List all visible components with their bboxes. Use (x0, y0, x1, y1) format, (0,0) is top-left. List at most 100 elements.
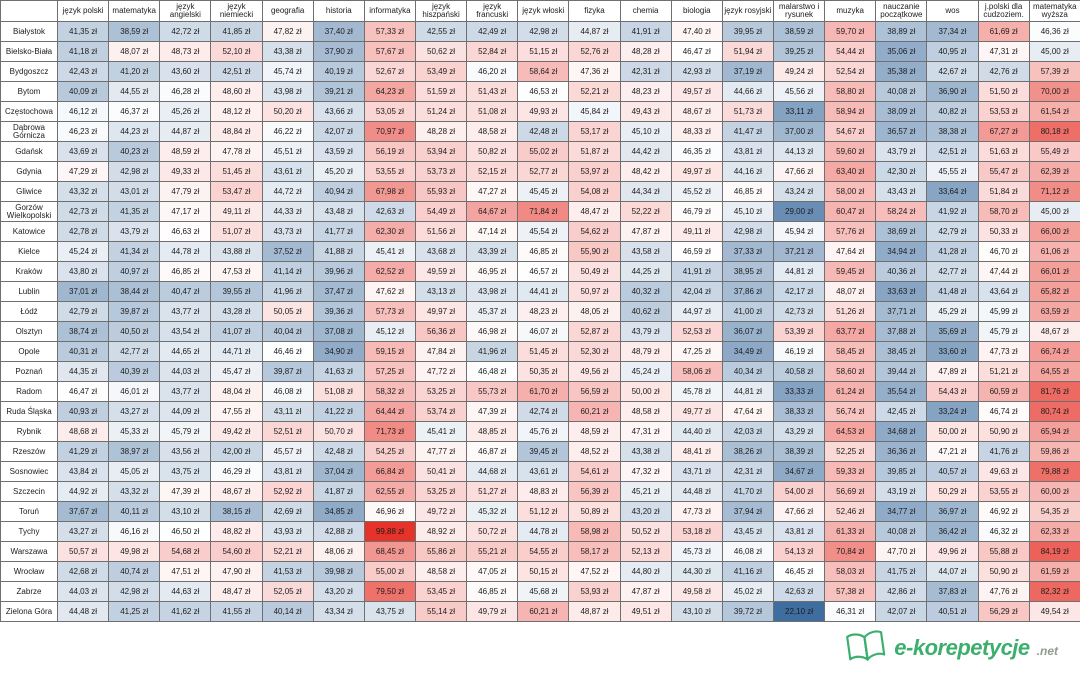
price-cell: 48,23 zł (517, 301, 570, 322)
column-header: język włoski (517, 0, 570, 22)
price-cell: 36,57 zł (875, 121, 928, 142)
price-cell: 50,97 zł (568, 281, 621, 302)
price-cell: 43,34 zł (312, 601, 365, 622)
price-cell: 44,16 zł (721, 161, 774, 182)
price-cell: 40,32 zł (619, 281, 672, 302)
table-body: Białystok 41,35 zł 38,59 zł 42,72 zł 41,85 z… (0, 21, 1080, 622)
price-cell: 51,08 zł (466, 101, 519, 122)
price-cell: 51,63 zł (977, 141, 1030, 162)
price-cell: 46,98 zł (466, 321, 519, 342)
price-cell: 45,47 zł (210, 361, 263, 382)
price-cell: 42,76 zł (977, 61, 1030, 82)
table-row: Rybnik 48,68 zł 45,33 zł 45,79 zł 49,42 zł 52… (0, 421, 1080, 442)
price-cell: 43,98 zł (261, 81, 314, 102)
table-row: Rzeszów 41,29 zł 38,97 zł 43,56 zł 42,00 zł 4… (0, 441, 1080, 462)
price-cell: 45,02 zł (721, 581, 774, 602)
price-cell: 45,45 zł (517, 181, 570, 202)
price-cell: 47,32 zł (619, 461, 672, 482)
price-cell: 49,56 zł (568, 361, 621, 382)
price-cell: 59,45 zł (824, 261, 877, 282)
price-cell: 47,53 zł (210, 261, 263, 282)
price-cell: 43,56 zł (159, 441, 212, 462)
price-cell: 42,86 zł (875, 581, 928, 602)
price-cell: 44,97 zł (670, 301, 723, 322)
price-cell: 43,59 zł (312, 141, 365, 162)
price-cell: 58,60 zł (824, 361, 877, 382)
price-cell: 38,69 zł (875, 221, 928, 242)
price-cell: 53,39 zł (772, 321, 826, 342)
price-cell: 41,85 zł (210, 21, 263, 42)
price-cell: 43,64 zł (977, 281, 1030, 302)
city-label: Tychy (0, 521, 58, 542)
price-cell: 44,35 zł (56, 361, 110, 382)
price-cell: 37,94 zł (721, 501, 774, 522)
price-cell: 48,59 zł (159, 141, 212, 162)
price-cell: 62,39 zł (1028, 161, 1080, 182)
price-cell: 53,55 zł (977, 481, 1030, 502)
price-cell: 52,87 zł (568, 321, 621, 342)
price-cell: 60,47 zł (824, 201, 877, 222)
price-cell: 45,79 zł (159, 421, 212, 442)
price-cell: 49,54 zł (1028, 601, 1080, 622)
corner-cell (0, 0, 58, 22)
price-cell: 43,77 zł (159, 381, 212, 402)
price-cell: 34,68 zł (875, 421, 928, 442)
price-cell: 38,38 zł (926, 121, 979, 142)
table-row: Sosnowiec 43,84 zł 45,05 zł 43,75 zł 46,29 z… (0, 461, 1080, 482)
price-cell: 49,11 zł (210, 201, 263, 222)
price-cell: 47,72 zł (414, 361, 468, 382)
price-cell: 67,98 zł (363, 181, 416, 202)
price-cell: 37,83 zł (926, 581, 979, 602)
price-cell: 51,50 zł (977, 81, 1030, 102)
price-cell: 42,68 zł (56, 561, 110, 582)
price-cell: 52,77 zł (517, 161, 570, 182)
price-cell: 42,04 zł (670, 281, 723, 302)
city-label: Gdynia (0, 161, 58, 182)
table-row: Radom 46,47 zł 46,01 zł 43,77 zł 48,04 zł 46,… (0, 381, 1080, 402)
price-cell: 54,62 zł (568, 221, 621, 242)
price-cell: 47,73 zł (670, 501, 723, 522)
price-cell: 55,14 zł (414, 601, 468, 622)
price-cell: 43,98 zł (466, 281, 519, 302)
price-cell: 49,97 zł (670, 161, 723, 182)
table-row: Tychy 43,27 zł 46,16 zł 46,50 zł 48,82 zł 43,… (0, 521, 1080, 542)
price-cell: 37,00 zł (772, 121, 826, 142)
price-cell: 61,70 zł (517, 381, 570, 402)
price-cell: 42,67 zł (926, 61, 979, 82)
price-cell: 55,21 zł (466, 541, 519, 562)
price-cell: 50,33 zł (977, 221, 1030, 242)
price-cell: 52,25 zł (824, 441, 877, 462)
price-cell: 34,67 zł (772, 461, 826, 482)
price-cell: 44,92 zł (56, 481, 110, 502)
price-cell: 43,10 zł (159, 501, 212, 522)
price-cell: 45,33 zł (108, 421, 161, 442)
column-header: muzyka (824, 0, 877, 22)
price-cell: 56,36 zł (414, 321, 468, 342)
price-cell: 41,28 zł (926, 241, 979, 262)
price-cell: 40,51 zł (926, 601, 979, 622)
price-cell: 39,44 zł (875, 361, 928, 382)
price-cell: 46,46 zł (261, 341, 314, 362)
price-cell: 40,11 zł (108, 501, 161, 522)
price-cell: 50,89 zł (568, 501, 621, 522)
price-cell: 48,73 zł (159, 41, 212, 62)
price-cell: 45,94 zł (772, 221, 826, 242)
price-cell: 36,97 zł (926, 501, 979, 522)
price-cell: 51,24 zł (414, 101, 468, 122)
price-cell: 40,08 zł (875, 521, 928, 542)
price-cell: 48,79 zł (619, 341, 672, 362)
brand-suffix: .net (1036, 644, 1058, 658)
price-cell: 42,00 zł (210, 441, 263, 462)
price-cell: 48,05 zł (568, 301, 621, 322)
table-row: Gdynia 47,29 zł 42,98 zł 49,33 zł 51,45 zł 43… (0, 161, 1080, 182)
table-row: Gdańsk 43,69 zł 40,23 zł 48,59 zł 47,78 zł 45… (0, 141, 1080, 162)
price-cell: 35,06 zł (875, 41, 928, 62)
city-label: Bielsko-Biała (0, 41, 58, 62)
table-row: Kielce 45,24 zł 41,34 zł 44,78 zł 43,88 zł 37… (0, 241, 1080, 262)
brand-logo: e-korepetycje .net (844, 630, 1058, 666)
city-label: Sosnowiec (0, 461, 58, 482)
price-cell: 57,38 zł (824, 581, 877, 602)
price-cell: 46,85 zł (721, 181, 774, 202)
price-cell: 53,55 zł (363, 161, 416, 182)
price-cell: 43,81 zł (772, 521, 826, 542)
